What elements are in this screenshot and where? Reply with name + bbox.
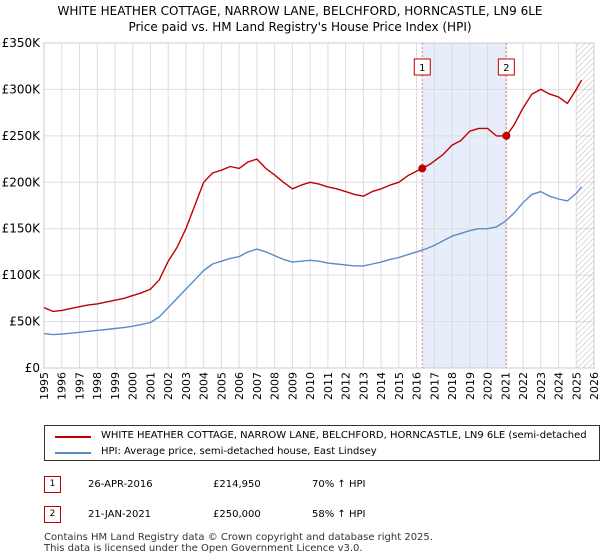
x-tick-label: 2008 (269, 372, 282, 400)
x-tick-label: 1995 (38, 372, 51, 400)
x-tick-label: 2021 (499, 372, 512, 400)
x-tick-label: 2019 (464, 372, 477, 400)
sale-price: £250,000 (213, 509, 261, 520)
x-tick-label: 2022 (517, 372, 530, 400)
x-tick-label: 2007 (251, 372, 264, 400)
sale-point (418, 164, 427, 173)
y-tick-label: £250K (2, 129, 42, 143)
x-tick-label: 2002 (162, 372, 175, 400)
x-tick-label: 2011 (322, 372, 335, 400)
x-tick-label: 2004 (198, 372, 211, 400)
y-tick-label: £150K (2, 222, 42, 236)
x-tick-label: 2013 (357, 372, 370, 400)
y-tick-label: £300K (2, 82, 42, 96)
x-tick-label: 2024 (553, 372, 566, 400)
y-tick-label: £200K (2, 175, 42, 189)
x-tick-label: 2025 (570, 372, 583, 400)
x-tick-label: 2005 (215, 372, 228, 400)
sale-hpi-change: 58% ↑ HPI (312, 509, 366, 520)
x-tick-label: 2010 (304, 372, 317, 400)
x-tick-label: 2000 (127, 372, 140, 400)
x-tick-label: 2003 (180, 372, 193, 400)
sale-row-2: 2 21-JAN-2021 £250,000 58% ↑ HPI (0, 506, 600, 528)
y-tick-label: £100K (2, 268, 42, 282)
x-tick-label: 2006 (233, 372, 246, 400)
footer-copyright: Contains HM Land Registry data © Crown c… (44, 532, 433, 543)
x-tick-label: 1997 (73, 372, 86, 400)
sale-badge: 1 (44, 476, 61, 493)
sale-box-label: 2 (503, 63, 509, 74)
y-tick-label: £0 (25, 361, 40, 375)
x-tick-label: 2012 (340, 372, 353, 400)
series-line-property (43, 79, 583, 313)
sale-price: £214,950 (213, 479, 261, 490)
series-line-hpi (43, 186, 583, 336)
plot-area-border (43, 42, 595, 369)
x-tick-label: 2017 (428, 372, 441, 400)
chart-subtitle: Price paid vs. HM Land Registry's House … (128, 20, 472, 34)
sale-row-1: 1 26-APR-2016 £214,950 70% ↑ HPI (0, 476, 600, 498)
sale-date: 21-JAN-2021 (88, 509, 152, 520)
x-tick-label: 2018 (446, 372, 459, 400)
sale-date: 26-APR-2016 (88, 479, 153, 490)
legend-swatch-hpi (55, 452, 91, 454)
price-chart: £0 £50K £100K £150K £200K £250K £300K £350K 1995… (2, 38, 600, 400)
sale-box-label: 1 (419, 63, 425, 74)
y-tick-label: £50K (9, 315, 41, 329)
x-tick-label: 1996 (56, 372, 69, 400)
chart-legend: WHITE HEATHER COTTAGE, NARROW LANE, BELC… (44, 425, 600, 461)
sale-point (502, 131, 511, 140)
y-tick-label: £350K (2, 38, 42, 50)
x-tick-label: 2009 (286, 372, 299, 400)
x-tick-label: 2001 (144, 372, 157, 400)
x-tick-label: 2015 (393, 372, 406, 400)
shaded-ownership-period (422, 43, 507, 368)
legend-label-hpi: HPI: Average price, semi-detached house,… (101, 446, 377, 457)
legend-label-property: WHITE HEATHER COTTAGE, NARROW LANE, BELC… (101, 430, 587, 441)
legend-swatch-property (55, 436, 91, 438)
x-tick-label: 1998 (91, 372, 104, 400)
x-tick-label: 2023 (535, 372, 548, 400)
x-tick-label: 2016 (411, 372, 424, 400)
sale-badge: 2 (44, 506, 61, 523)
sale-box (413, 58, 431, 76)
x-tick-label: 2014 (375, 372, 388, 400)
x-tick-label: 2026 (588, 372, 600, 400)
x-tick-label: 1999 (109, 372, 122, 400)
footer-licence: This data is licensed under the Open Gov… (44, 543, 363, 554)
forecast-hatch-region (576, 43, 594, 368)
x-tick-label: 2020 (482, 372, 495, 400)
sale-box (497, 58, 515, 76)
sale-hpi-change: 70% ↑ HPI (312, 479, 366, 490)
chart-title: WHITE HEATHER COTTAGE, NARROW LANE, BELC… (57, 4, 543, 18)
